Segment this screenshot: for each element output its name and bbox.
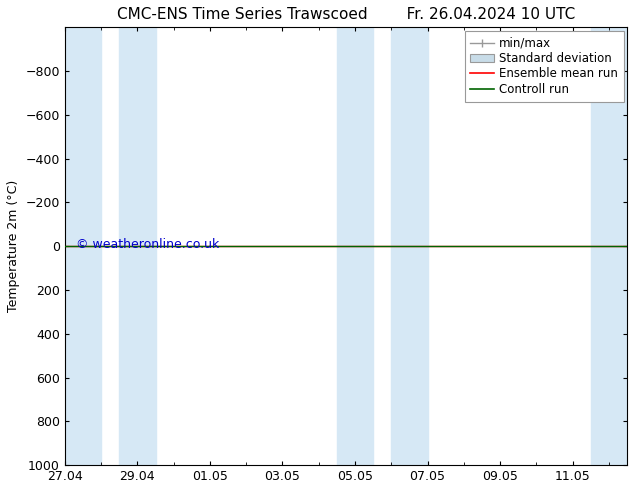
Bar — [119, 27, 155, 465]
Bar — [591, 27, 627, 465]
Bar — [337, 27, 373, 465]
Bar — [65, 27, 101, 465]
Title: CMC-ENS Time Series Trawscoed        Fr. 26.04.2024 10 UTC: CMC-ENS Time Series Trawscoed Fr. 26.04.… — [117, 7, 575, 22]
Bar — [391, 27, 427, 465]
Text: © weatheronline.co.uk: © weatheronline.co.uk — [76, 238, 219, 250]
Legend: min/max, Standard deviation, Ensemble mean run, Controll run: min/max, Standard deviation, Ensemble me… — [465, 31, 623, 102]
Y-axis label: Temperature 2m (°C): Temperature 2m (°C) — [7, 180, 20, 312]
